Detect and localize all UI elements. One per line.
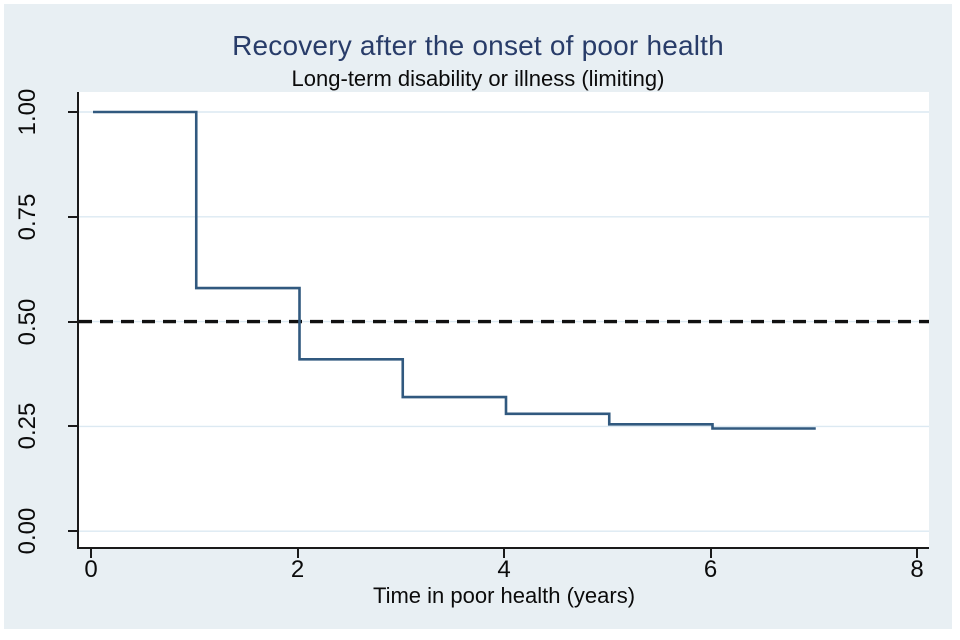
y-tick-mark [68,320,78,323]
y-tick-label: 0.50 [14,298,41,345]
y-tick-label: 0.00 [14,507,41,555]
x-tick-mark [296,549,299,558]
chart-subtitle: Long-term disability or illness (limitin… [291,66,665,91]
x-tick-mark [503,549,505,558]
x-tick-mark [916,549,918,558]
y-tick-mark [68,111,78,113]
chart-figure: Recovery after the onset of poor health … [4,4,952,629]
x-tick-label: 0 [84,556,98,583]
y-tick-mark [68,425,78,428]
survival-curve [93,110,816,430]
x-tick-mark [90,549,92,558]
x-tick-label: 6 [703,556,718,583]
x-tick-label: 8 [910,556,924,583]
y-tick-label: 0.75 [14,193,41,241]
y-tick-label: 1.00 [14,88,41,136]
plot-area [77,92,929,549]
x-axis-label: Time in poor health (years) [372,583,636,608]
x-tick-label: 4 [497,556,511,583]
survival-curve-svg [79,110,929,532]
y-tick-mark [68,215,78,218]
y-tick-label: 0.25 [14,403,41,450]
x-tick-mark [709,549,712,558]
chart-title: Recovery after the onset of poor health [232,30,724,61]
y-tick-mark [68,530,78,533]
x-tick-label: 2 [290,556,305,583]
